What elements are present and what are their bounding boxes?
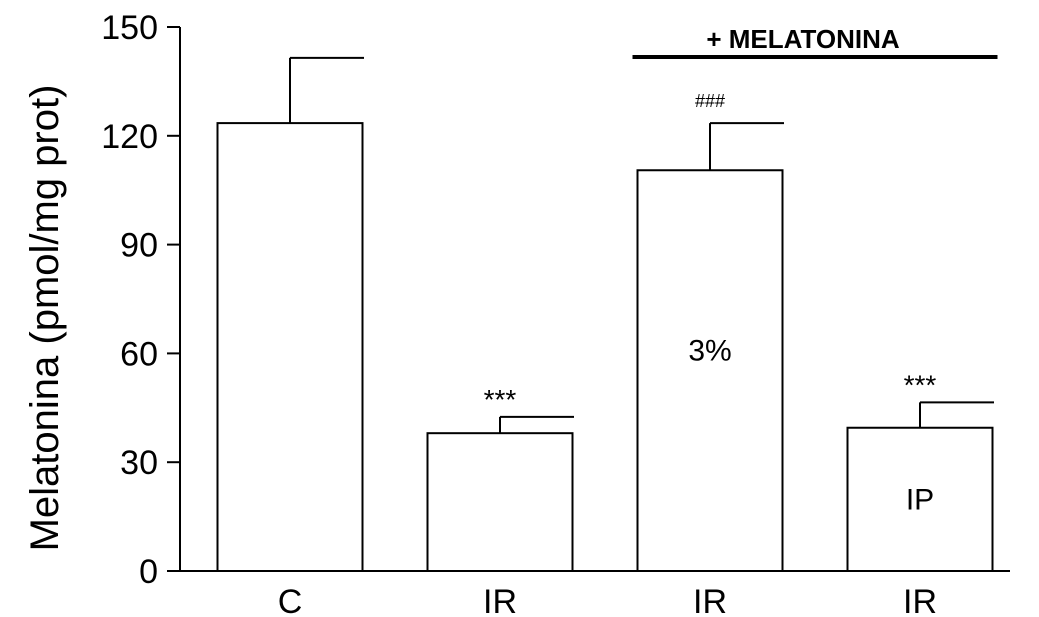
bar [426,432,574,573]
x-tick-label: IR [693,583,727,617]
bar [636,169,784,572]
bar [216,122,364,573]
bar-inner-label: IP [906,483,934,516]
y-tick-label: 90 [120,227,158,265]
y-tick-label: 0 [139,553,158,591]
y-tick-label: 30 [120,444,158,482]
x-tick-label: IR [483,583,517,617]
bars [216,56,994,573]
significance-marker: ### [695,91,725,111]
group-label: + MELATONINA [706,24,900,54]
x-tick-label: IR [903,583,937,617]
y-axis-label: Melatonina (pmol/mg prot) [23,85,67,552]
y-tick-label: 120 [101,118,158,156]
x-tick-label: C [278,583,303,617]
significance-marker: *** [484,384,517,415]
y-tick-label: 60 [120,335,158,373]
bar [846,426,994,572]
bar-inner-label: 3% [688,335,731,368]
labels: C IR *** IR ### 3% IR *** IP [278,91,937,617]
y-tick-label: 150 [101,9,158,47]
significance-marker: *** [904,369,937,400]
